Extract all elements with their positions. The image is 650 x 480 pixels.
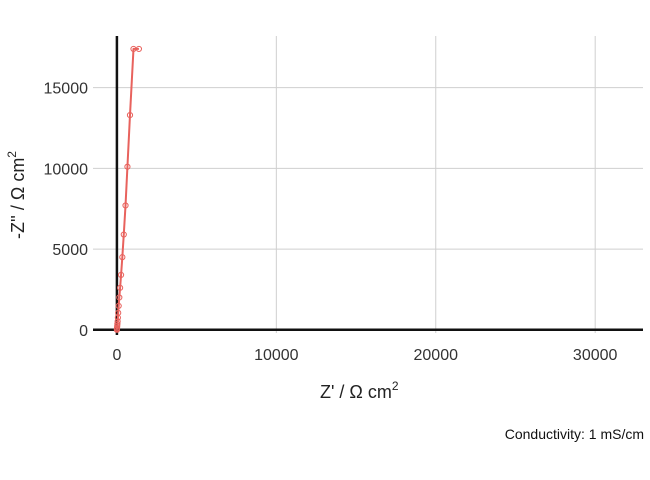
- tick-labels: 0 10000 20000 30000 0 5000 10000 15000: [44, 81, 618, 364]
- x-tick-label: 10000: [254, 347, 299, 364]
- data-point: [126, 111, 134, 119]
- axes: [93, 36, 643, 335]
- data-point: [135, 45, 143, 53]
- y-tick-label: 15000: [44, 81, 89, 98]
- x-axis-title: Z' / Ω cm2: [320, 379, 399, 402]
- grid-lines: [93, 36, 643, 333]
- y-tick-label: 0: [79, 323, 88, 340]
- data-point: [114, 320, 121, 328]
- data-point: [120, 231, 127, 238]
- data-series: [113, 45, 143, 333]
- data-point: [117, 271, 125, 278]
- data-point: [124, 163, 131, 170]
- y-tick-label: 5000: [52, 242, 88, 259]
- y-axis-title: -Z'' / Ω cm2: [5, 151, 28, 239]
- data-point: [116, 294, 123, 301]
- data-point: [119, 254, 126, 261]
- x-tick-label: 30000: [573, 347, 618, 364]
- y-tick-label: 10000: [44, 161, 89, 178]
- data-point: [122, 202, 129, 209]
- data-point: [115, 309, 122, 316]
- conductivity-caption: Conductivity: 1 mS/cm: [504, 426, 644, 442]
- data-point: [114, 318, 121, 325]
- data-point: [115, 302, 122, 309]
- x-tick-label: 0: [112, 347, 121, 364]
- x-tick-label: 20000: [414, 347, 459, 364]
- series-line: [115, 47, 139, 331]
- data-point: [117, 284, 124, 291]
